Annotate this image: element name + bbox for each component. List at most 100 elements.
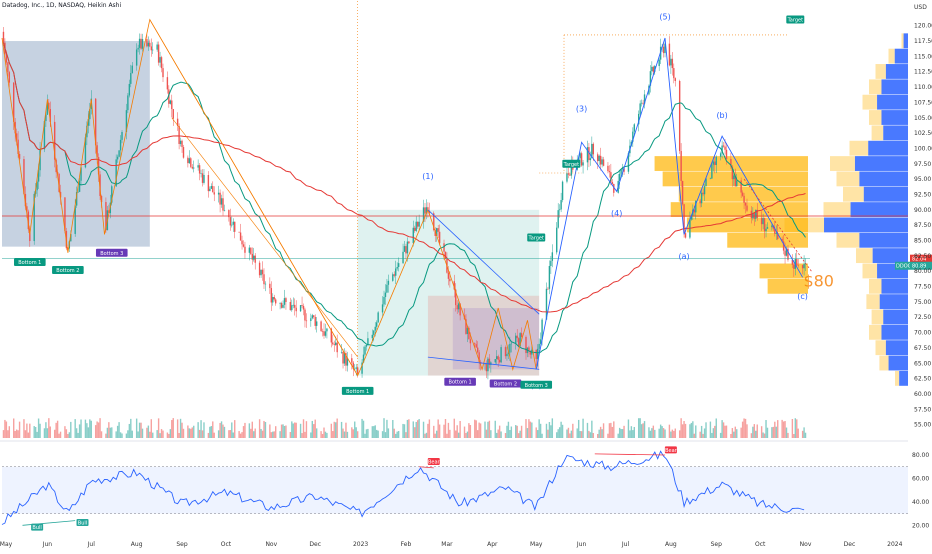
- candle-body: [351, 358, 353, 363]
- profile-bar-up: [895, 370, 900, 386]
- x-tick-9: Feb: [401, 541, 412, 548]
- candle-body: [5, 53, 8, 63]
- volume-bar: [510, 426, 513, 438]
- candle-body: [241, 240, 243, 245]
- volume-bar: [659, 424, 662, 438]
- y-tick-22: 65.00: [914, 360, 931, 367]
- volume-bar: [497, 429, 499, 438]
- session-profile-bar: [759, 263, 808, 279]
- volume-bar: [680, 418, 682, 438]
- volume-bar: [187, 425, 189, 438]
- candle-body: [455, 289, 457, 306]
- volume-bar: [105, 433, 107, 438]
- volume-bar: [320, 431, 322, 438]
- candle-body: [159, 57, 161, 63]
- volume-bar: [84, 419, 87, 438]
- candle-body: [172, 109, 174, 119]
- channel-line-2: [171, 117, 358, 358]
- candle-body: [23, 159, 25, 194]
- candle-body: [283, 298, 286, 305]
- volume-bar: [393, 428, 395, 438]
- candle-body: [711, 164, 713, 179]
- candle-body: [557, 210, 559, 228]
- candle-body: [354, 368, 356, 370]
- volume-bar: [86, 423, 88, 438]
- y-tick-14: 85.00: [914, 238, 931, 245]
- profile-bar-up: [823, 202, 851, 217]
- volume-bar: [649, 430, 652, 438]
- volume-bar: [750, 433, 753, 438]
- volume-bar: [668, 424, 671, 438]
- candle-body: [608, 171, 611, 173]
- volume-bar: [744, 418, 747, 438]
- profile-bar-down: [850, 202, 908, 217]
- candle-body: [730, 159, 732, 167]
- y-tick-26: 55.00: [914, 422, 931, 429]
- candle-body: [443, 243, 445, 252]
- candle-body: [801, 265, 804, 269]
- volume-bar: [466, 431, 469, 438]
- volume-bar: [384, 432, 387, 438]
- candle-body: [36, 181, 38, 191]
- candle-body: [340, 351, 343, 353]
- volume-bar: [550, 425, 552, 438]
- candle-body: [313, 315, 315, 318]
- candle-body: [355, 367, 357, 369]
- volume-bar: [156, 430, 158, 438]
- candle-body: [683, 204, 685, 234]
- candle-body: [602, 159, 605, 166]
- profile-bar-down: [854, 156, 908, 171]
- profile-bar-down: [885, 64, 908, 79]
- volume-bar: [496, 432, 498, 438]
- volume-bar: [13, 418, 15, 438]
- volume-bar: [746, 424, 748, 438]
- candle-body: [459, 303, 461, 316]
- volume-bar: [254, 428, 256, 438]
- candle-body: [137, 47, 139, 50]
- volume-bar: [125, 433, 128, 438]
- volume-bar: [455, 430, 457, 438]
- candle-body: [703, 186, 706, 195]
- volume-bar: [515, 425, 517, 438]
- x-tick-12: May: [530, 541, 543, 548]
- candle-body: [2, 31, 5, 43]
- volume-bar: [525, 419, 527, 438]
- volume-bar: [292, 423, 294, 438]
- volume-bar: [128, 423, 131, 438]
- candle-body: [772, 225, 775, 229]
- candle-body: [803, 263, 805, 269]
- candle-body: [406, 241, 409, 254]
- candle-body: [690, 215, 693, 220]
- volume-bar: [591, 420, 593, 438]
- candle-body: [96, 145, 98, 158]
- candle-body: [269, 283, 271, 289]
- volume-bar: [56, 420, 59, 438]
- volume-bar: [664, 429, 666, 438]
- volume-bar: [689, 424, 691, 438]
- candle-body: [516, 335, 518, 339]
- candle-body: [397, 263, 400, 267]
- candle-body: [156, 44, 158, 50]
- volume-bar: [588, 430, 590, 438]
- volume-bar: [516, 425, 518, 438]
- candle-body: [335, 342, 337, 345]
- candle-body: [478, 352, 480, 362]
- volume-bar: [323, 427, 325, 438]
- candle-body: [321, 330, 324, 332]
- y-tick-1: 117.50: [914, 38, 932, 45]
- volume-bar: [108, 422, 110, 438]
- candle-body: [548, 265, 551, 289]
- candle-body: [238, 231, 240, 233]
- candle-body: [775, 233, 777, 234]
- volume-bar: [408, 419, 410, 438]
- rsi-divergence-bear-2: [594, 453, 666, 456]
- candle-body: [566, 173, 568, 182]
- volume-bar: [517, 433, 520, 438]
- volume-bar: [722, 422, 725, 438]
- candle-body: [558, 209, 561, 211]
- y-tick-18: 75.00: [914, 299, 931, 306]
- volume-bar: [305, 421, 308, 438]
- candle-body: [490, 362, 492, 365]
- candle-body: [642, 102, 644, 104]
- candle-body: [579, 153, 581, 159]
